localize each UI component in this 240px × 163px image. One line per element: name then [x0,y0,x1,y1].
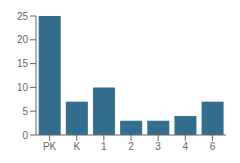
svg-text:2: 2 [128,141,134,152]
svg-text:4: 4 [183,141,189,152]
svg-text:1: 1 [101,141,107,152]
svg-text:20: 20 [17,34,29,45]
svg-text:25: 25 [17,11,29,22]
svg-text:K: K [73,141,80,152]
svg-text:PK: PK [43,141,57,152]
svg-text:15: 15 [17,58,29,69]
svg-text:0: 0 [22,130,28,141]
svg-text:6: 6 [210,141,216,152]
svg-text:5: 5 [22,106,28,117]
svg-text:10: 10 [17,82,29,93]
svg-text:3: 3 [155,141,161,152]
